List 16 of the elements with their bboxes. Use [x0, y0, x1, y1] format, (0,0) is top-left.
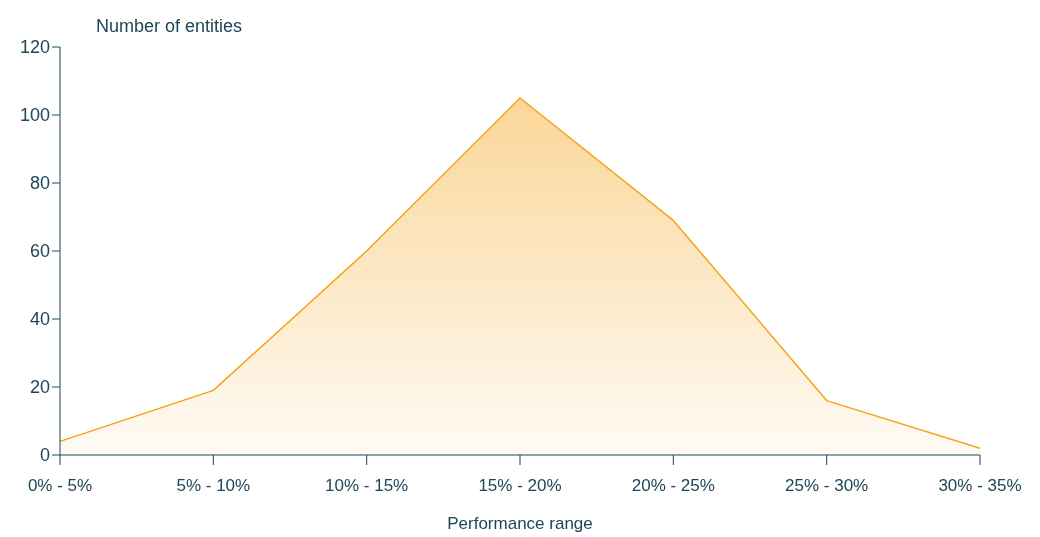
y-tick-label: 60 — [29, 241, 50, 262]
x-tick-label: 15% - 20% — [478, 476, 562, 496]
y-tick-label: 80 — [29, 173, 50, 194]
y-tick-label: 40 — [29, 309, 50, 330]
x-tick-label: 0% - 5% — [27, 476, 93, 496]
y-axis-title: Number of entities — [96, 16, 243, 37]
y-tick-label: 0 — [39, 445, 50, 466]
y-tick-label: 120 — [19, 37, 50, 58]
y-tick-label: 100 — [19, 105, 50, 126]
x-tick-label: 25% - 30% — [785, 476, 869, 496]
x-tick-label: 30% - 35% — [938, 476, 1022, 496]
x-tick-label: 5% - 10% — [176, 476, 251, 496]
x-tick-label: 20% - 25% — [631, 476, 715, 496]
x-axis-title: Performance range — [447, 514, 593, 533]
y-tick-label: 20 — [29, 377, 50, 398]
x-tick-label: 10% - 15% — [325, 476, 409, 496]
